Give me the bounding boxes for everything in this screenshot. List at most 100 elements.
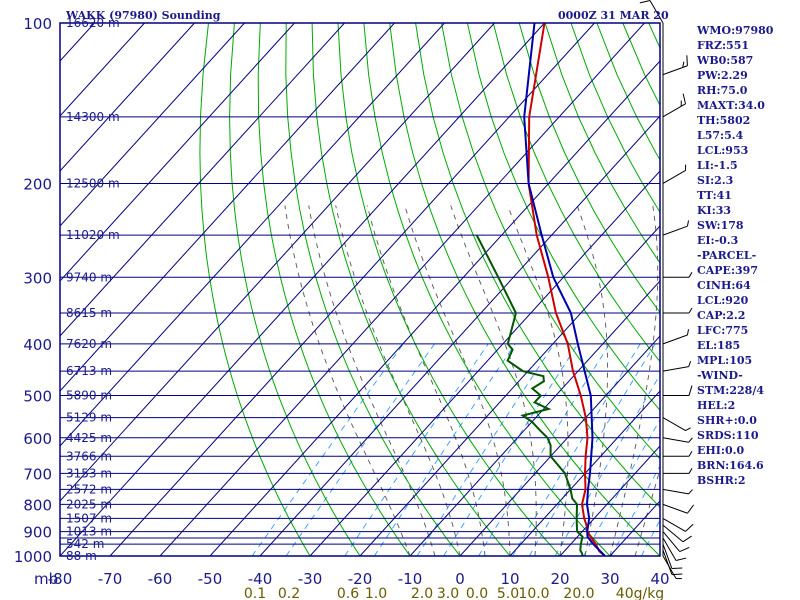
pressure-tick-label: 700 bbox=[23, 465, 52, 483]
wind-barb-flag bbox=[671, 567, 683, 570]
dry-adiabat bbox=[415, 23, 660, 508]
isotherm bbox=[60, 23, 295, 282]
isotherm bbox=[60, 23, 545, 556]
pressure-tick-label: 400 bbox=[23, 336, 52, 354]
isotherm bbox=[60, 23, 245, 227]
temperature-tick-label: -60 bbox=[148, 570, 173, 588]
plot-area bbox=[60, 23, 660, 556]
height-label: 12500 m bbox=[66, 176, 120, 190]
dry-adiabat bbox=[199, 23, 311, 556]
wind-barb-shaft bbox=[662, 524, 684, 543]
isotherm bbox=[60, 23, 195, 172]
wind-barb-flag bbox=[639, 0, 651, 4]
height-label: 1507 m bbox=[66, 511, 112, 525]
sounding-index: TT:41 bbox=[697, 189, 732, 202]
isotherm bbox=[209, 60, 660, 556]
sounding-index: MAXT:34.0 bbox=[697, 99, 765, 112]
wind-barb-flag bbox=[688, 385, 693, 396]
height-label: 14300 m bbox=[66, 110, 120, 124]
wind-barb bbox=[663, 307, 693, 314]
wind-barb-flag bbox=[679, 546, 690, 552]
sounding-date: 0000Z 31 MAR 20 bbox=[558, 9, 669, 22]
sounding-index: EI:-0.3 bbox=[697, 234, 739, 247]
mixing-ratio-line bbox=[285, 343, 435, 556]
mixing-ratio-line bbox=[251, 343, 404, 556]
wind-barb bbox=[662, 503, 695, 514]
dry-adiabat bbox=[441, 23, 660, 460]
sounding-index: LCL:920 bbox=[697, 294, 749, 307]
height-label: 11020 m bbox=[66, 228, 120, 242]
wind-barb-flag bbox=[686, 55, 688, 66]
wind-barb bbox=[662, 517, 694, 532]
wind-barb-flag bbox=[688, 307, 693, 314]
sounding-index: SHR+:0.0 bbox=[697, 414, 757, 427]
mixing-ratio-line bbox=[344, 343, 489, 556]
y-axis-unit: mb bbox=[34, 570, 58, 588]
sounding-index: WMO:97980 bbox=[697, 24, 774, 37]
mixing-ratio-label: 3.0 bbox=[437, 586, 459, 600]
dry-adiabat bbox=[257, 23, 411, 556]
sounding-index: KI:33 bbox=[697, 204, 732, 217]
pressure-tick-label: 800 bbox=[23, 496, 52, 514]
sounding-index: BRN:164.6 bbox=[697, 459, 764, 472]
height-label: 9740 m bbox=[66, 270, 112, 284]
wind-barb bbox=[662, 537, 687, 561]
wind-barb bbox=[662, 55, 688, 76]
wind-barb-flag bbox=[682, 61, 685, 68]
wind-barb-flag bbox=[687, 504, 695, 514]
wind-barb-flag bbox=[675, 557, 687, 561]
height-label: 8615 m bbox=[66, 306, 112, 320]
wind-barb-shaft bbox=[662, 543, 673, 569]
dry-adiabat bbox=[229, 23, 361, 556]
dry-adiabat bbox=[363, 23, 611, 556]
mixing-ratio-label: 0.2 bbox=[278, 586, 300, 600]
height-label: 1013 m bbox=[66, 525, 112, 539]
sounding-index: MPL:105 bbox=[697, 354, 753, 367]
height-label: 5129 m bbox=[66, 411, 112, 425]
height-label: 2025 m bbox=[66, 497, 112, 511]
wind-barb-flag bbox=[688, 451, 693, 457]
sounding-index: FRZ:551 bbox=[697, 39, 750, 52]
wind-barb bbox=[662, 488, 693, 495]
temperature-tick-label: 10 bbox=[500, 570, 519, 588]
wind-barb-shaft bbox=[662, 503, 688, 514]
temperature-tick-label: -20 bbox=[348, 570, 373, 588]
chart-title: WAKK (97980) Sounding bbox=[66, 9, 221, 22]
pressure-tick-label: 900 bbox=[23, 524, 52, 542]
temperature-tick-label: -40 bbox=[248, 570, 273, 588]
wind-barb bbox=[663, 385, 693, 397]
mixing-ratio-label: 0.6 bbox=[337, 586, 359, 600]
height-label: 7620 m bbox=[66, 337, 112, 351]
height-label: 542 m bbox=[66, 537, 104, 551]
pressure-tick-label: 1000 bbox=[14, 548, 52, 566]
plot-frame bbox=[59, 22, 661, 557]
wind-barb-flag bbox=[685, 523, 694, 532]
wind-barb bbox=[662, 549, 683, 576]
sounding-index: LCL:953 bbox=[697, 144, 749, 157]
mixing-ratio-label: 2.0 bbox=[411, 586, 433, 600]
isotherm bbox=[60, 23, 145, 117]
wind-barb bbox=[662, 437, 693, 443]
temperature-tick-label: 20 bbox=[550, 570, 569, 588]
isotherm bbox=[409, 280, 660, 556]
sounding-index: L57:5.4 bbox=[697, 129, 744, 142]
sounding-index: LFC:775 bbox=[697, 324, 749, 337]
temperature-tick-label: 0 bbox=[455, 570, 465, 588]
temperature-line bbox=[527, 23, 606, 556]
isotherm bbox=[60, 23, 395, 392]
wind-barb bbox=[662, 329, 690, 345]
sounding-index: EHI:0.0 bbox=[697, 444, 745, 457]
wind-barb bbox=[663, 468, 693, 474]
wind-barb-flag bbox=[686, 329, 690, 336]
wind-barb-flag bbox=[688, 361, 692, 367]
temperature-tick-label: -10 bbox=[398, 570, 423, 588]
sounding-index: RH:75.0 bbox=[697, 84, 748, 97]
wind-barb-shaft bbox=[662, 65, 688, 76]
sounding-index: TH:5802 bbox=[697, 114, 751, 127]
height-label: 4425 m bbox=[66, 431, 112, 445]
moist-adiabat bbox=[609, 205, 659, 556]
height-label: 3153 m bbox=[66, 466, 112, 480]
wind-barb bbox=[663, 451, 693, 457]
isotherm bbox=[109, 23, 595, 556]
